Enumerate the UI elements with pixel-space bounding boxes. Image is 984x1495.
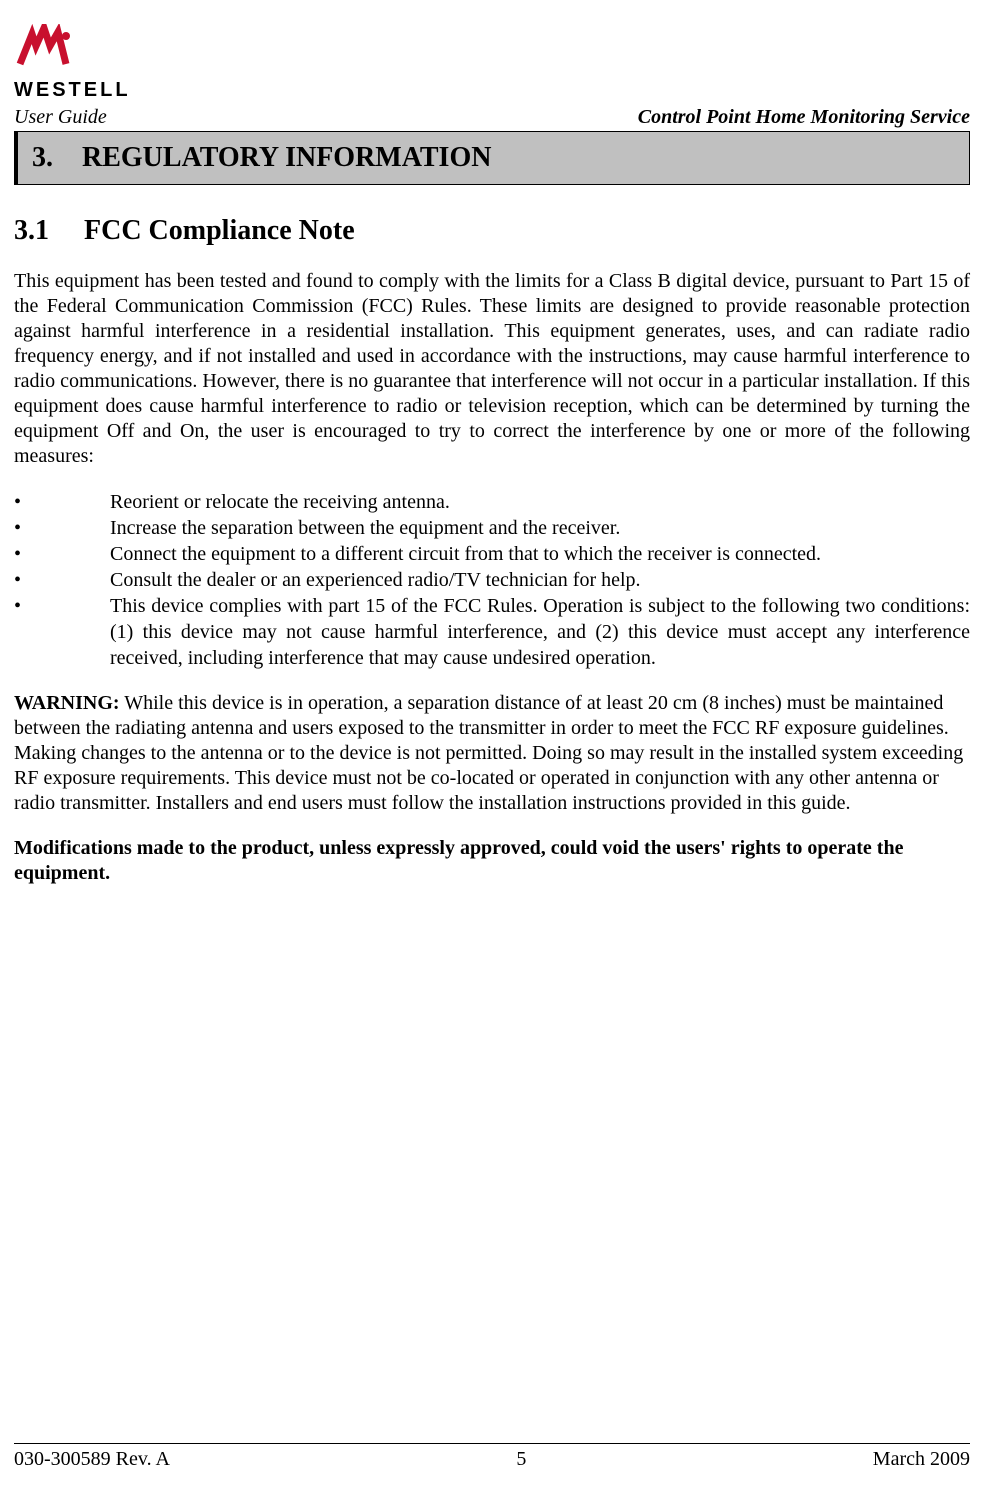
- warning-text: While this device is in operation, a sep…: [14, 692, 963, 814]
- subsection-title: FCC Compliance Note: [84, 215, 355, 246]
- list-item: This device complies with part 15 of the…: [14, 593, 970, 671]
- modification-note: Modifications made to the product, unles…: [14, 836, 970, 886]
- footer-divider: [14, 1443, 970, 1444]
- header-left: User Guide: [14, 106, 107, 129]
- header-right: Control Point Home Monitoring Service: [638, 106, 970, 129]
- subsection-heading: 3.1 FCC Compliance Note: [14, 215, 970, 247]
- section-number: 3.: [32, 142, 53, 173]
- warning-label: WARNING:: [14, 692, 120, 714]
- list-item: Increase the separation between the equi…: [14, 515, 970, 541]
- list-item: Connect the equipment to a different cir…: [14, 541, 970, 567]
- footer-page-number: 5: [516, 1448, 526, 1471]
- section-banner: 3. REGULATORY INFORMATION: [14, 131, 970, 185]
- footer-doc-number: 030-300589 Rev. A: [14, 1448, 170, 1471]
- logo-brand-text: WESTELL: [14, 79, 970, 102]
- document-header: User Guide Control Point Home Monitoring…: [14, 106, 970, 129]
- list-item: Consult the dealer or an experienced rad…: [14, 567, 970, 593]
- footer-date: March 2009: [873, 1448, 970, 1471]
- bullet-list: Reorient or relocate the receiving anten…: [14, 489, 970, 671]
- intro-paragraph: This equipment has been tested and found…: [14, 269, 970, 469]
- logo-area: WESTELL: [14, 24, 970, 102]
- page-footer: 030-300589 Rev. A 5 March 2009: [14, 1443, 970, 1471]
- section-title: REGULATORY INFORMATION: [82, 142, 491, 173]
- warning-paragraph: WARNING: While this device is in operati…: [14, 691, 970, 816]
- list-item: Reorient or relocate the receiving anten…: [14, 489, 970, 515]
- subsection-number: 3.1: [14, 215, 49, 246]
- logo-mark-icon: [14, 24, 78, 79]
